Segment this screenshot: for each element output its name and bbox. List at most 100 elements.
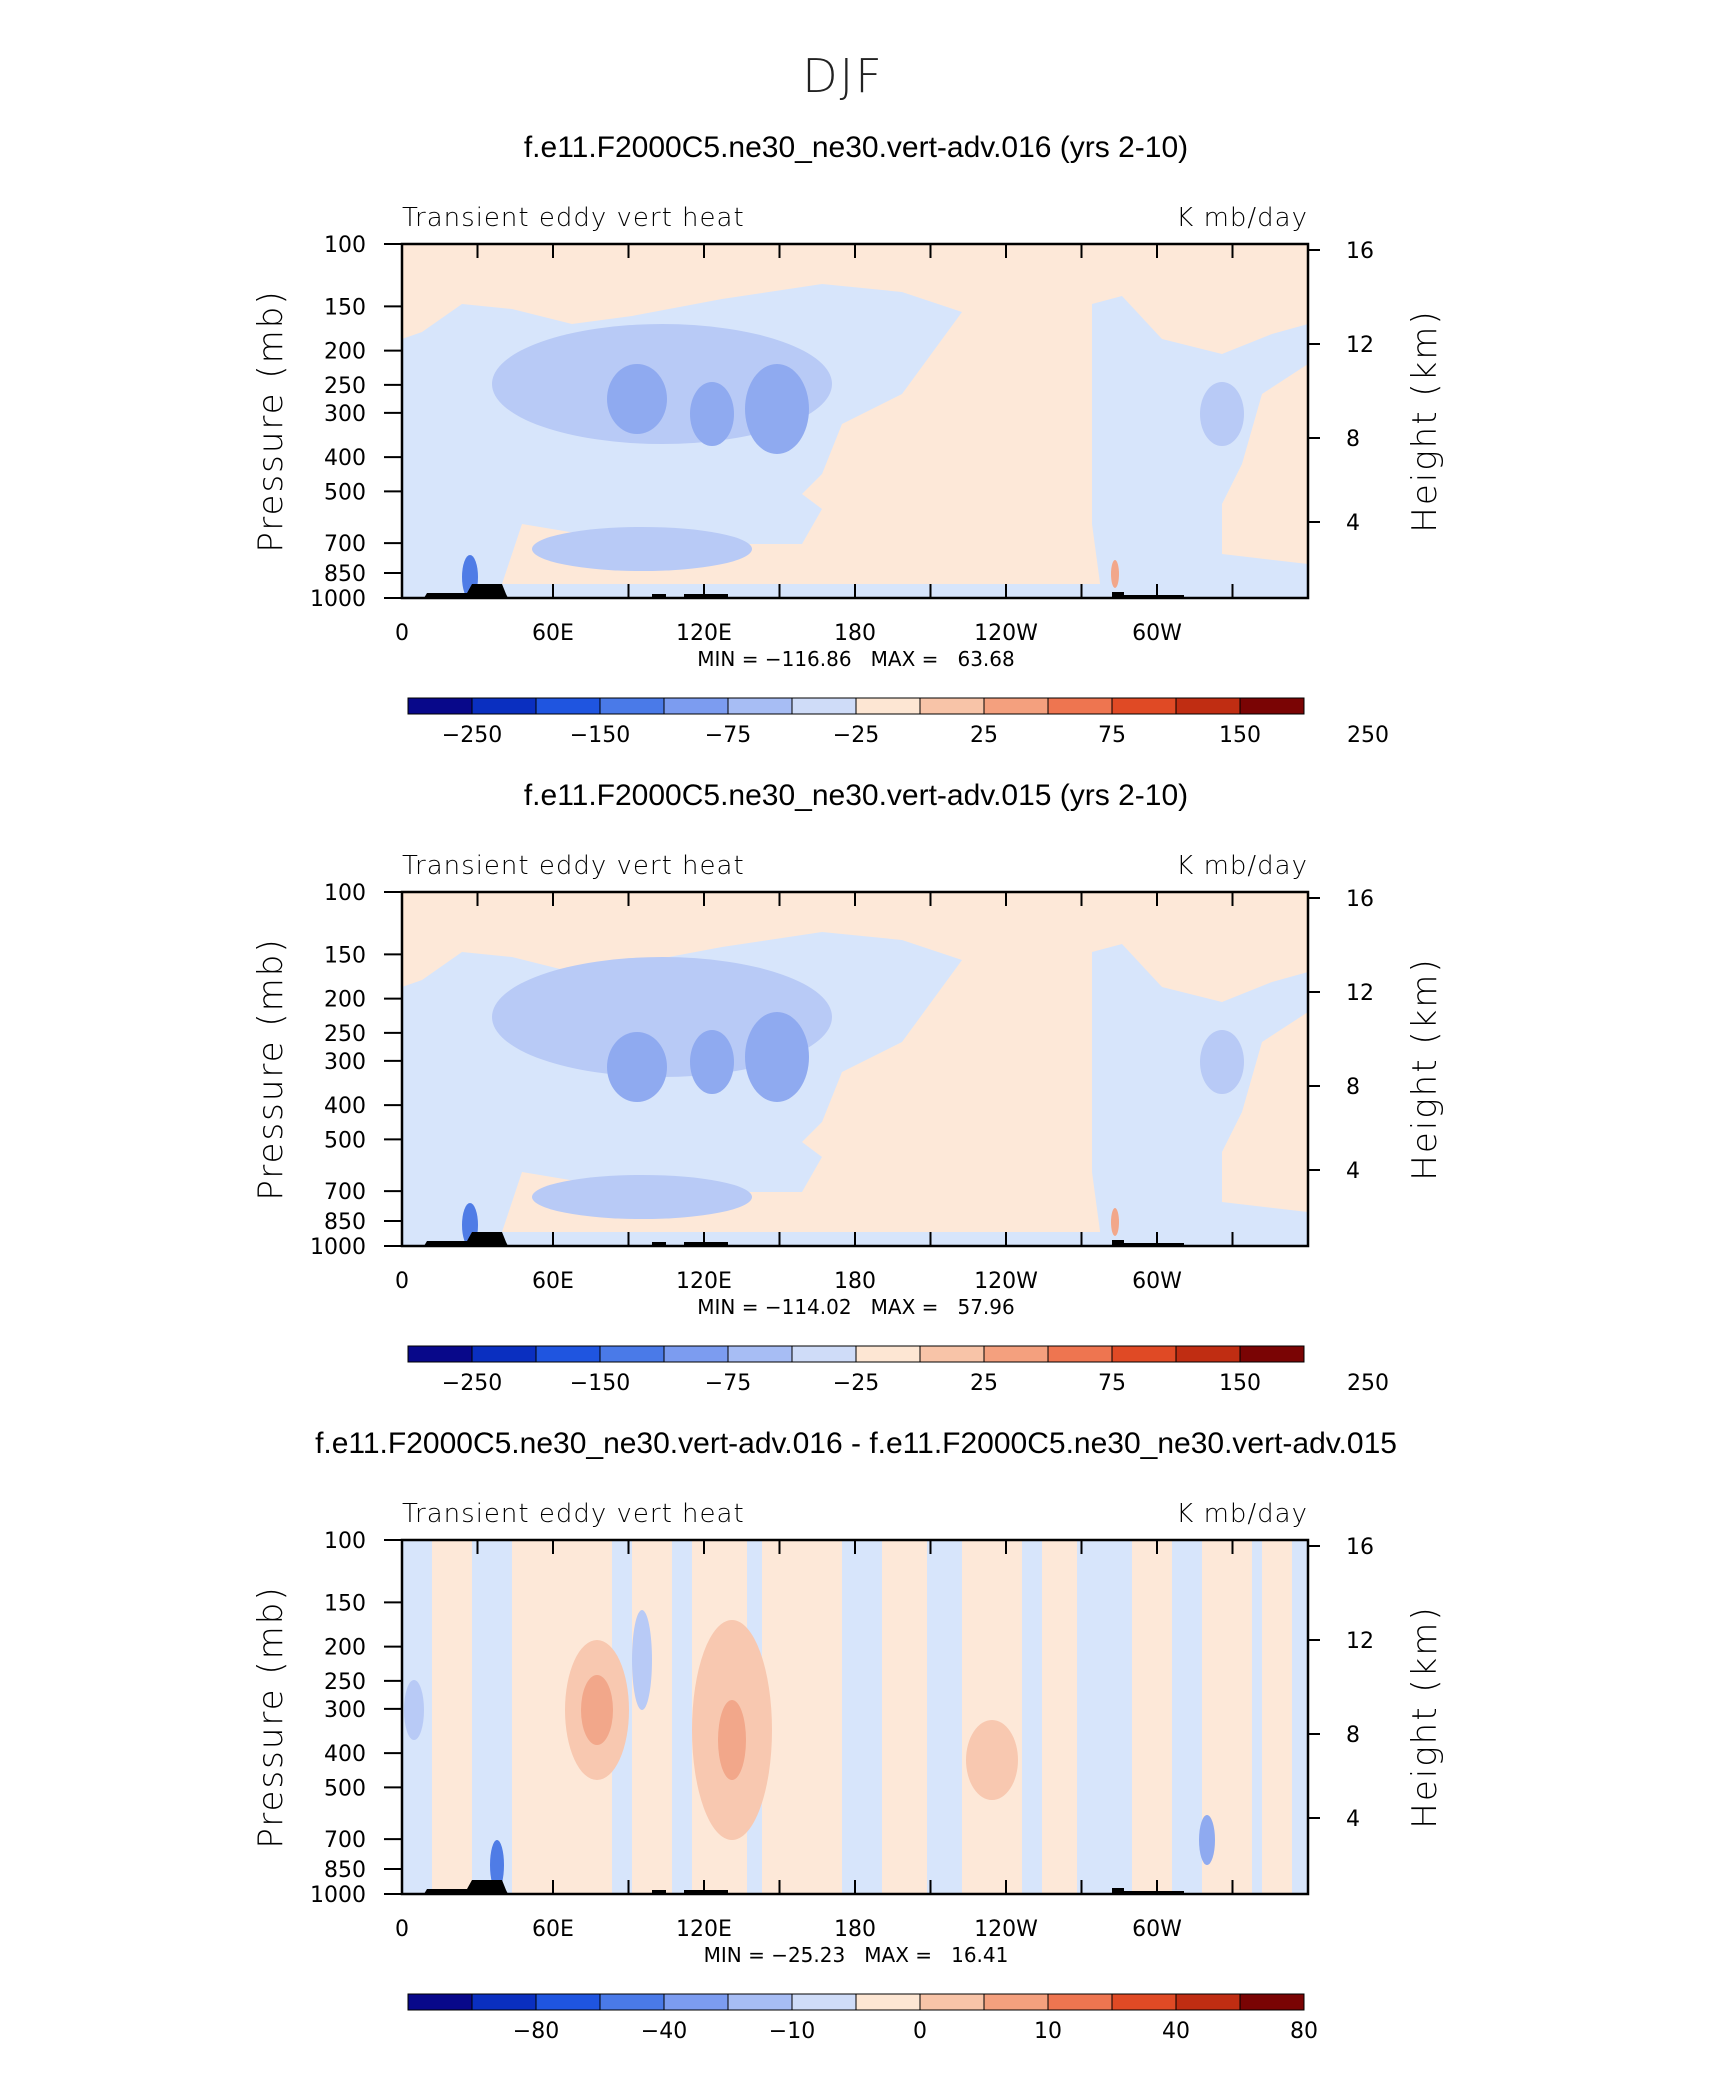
x-tick-label: 180 [834, 621, 876, 646]
positive-core-2b [718, 1700, 746, 1780]
y-axis-label: Pressure (mb) [251, 937, 291, 1200]
colorbar-label: 25 [970, 723, 998, 748]
y-tick-label: 500 [324, 480, 366, 505]
x-tick-label: 60W [1132, 621, 1182, 646]
x-tick-label: 120E [676, 1917, 732, 1942]
colorbar-label: −150 [570, 723, 630, 748]
colorbar-label: 250 [1347, 1371, 1389, 1396]
positive-band [882, 1540, 927, 1894]
land-andes [1112, 1240, 1124, 1246]
y-tick-label: 400 [324, 1742, 366, 1767]
positive-band [962, 1540, 1022, 1894]
y2-tick-label: 12 [1346, 1629, 1374, 1654]
land-africa [424, 584, 508, 598]
colorbar-label: 0 [913, 2019, 927, 2044]
x-tick-label: 0 [395, 621, 409, 646]
land-america [1124, 1891, 1184, 1894]
colorbar-box [535, 1993, 601, 2011]
y2-tick-label: 8 [1346, 1723, 1360, 1748]
colorbar-box [1111, 1993, 1177, 2011]
colorbar-label: 150 [1219, 723, 1261, 748]
positive-band [632, 1540, 672, 1894]
contour-field [402, 244, 1308, 598]
colorbar-label: −250 [442, 1371, 502, 1396]
core-1 [607, 364, 667, 434]
colorbar-box [599, 1345, 665, 1363]
right-string: K mb/day [1176, 851, 1308, 881]
land-andes [1112, 592, 1124, 598]
colorbar-box [1047, 1993, 1113, 2011]
core-3 [745, 364, 809, 454]
colorbar-box [1111, 1345, 1177, 1363]
y-tick-label: 250 [324, 374, 366, 399]
x-tick-label: 120E [676, 621, 732, 646]
colorbar-label: −25 [833, 723, 879, 748]
colorbar-box [407, 697, 473, 715]
land-america [1124, 595, 1184, 598]
core-east [1200, 1030, 1244, 1094]
x-tick-label: 60W [1132, 1269, 1182, 1294]
colorbar-box [407, 1993, 473, 2011]
negative-core-2 [632, 1610, 652, 1710]
y-tick-label: 150 [324, 943, 366, 968]
colorbar-box [791, 697, 857, 715]
positive-andes [1111, 1208, 1119, 1236]
y2-tick-label: 4 [1346, 1807, 1360, 1832]
right-string: K mb/day [1176, 203, 1308, 233]
y2-tick-label: 16 [1346, 1535, 1374, 1560]
y-axis-label: Pressure (mb) [251, 1585, 291, 1848]
y-tick-label: 1000 [310, 587, 366, 612]
colorbar-label: 75 [1098, 1371, 1126, 1396]
panel-1: f.e11.F2000C5.ne30_ne30.vert-adv.016 (yr… [251, 131, 1445, 748]
positive-andes [1111, 560, 1119, 588]
colorbar-label: 150 [1219, 1371, 1261, 1396]
positive-band [1132, 1540, 1172, 1894]
land-asia [684, 1890, 728, 1894]
y-tick-label: 100 [324, 1529, 366, 1554]
x-tick-label: 180 [834, 1269, 876, 1294]
y-tick-label: 200 [324, 988, 366, 1013]
panel-2: f.e11.F2000C5.ne30_ne30.vert-adv.015 (yr… [251, 779, 1445, 1396]
y-tick-label: 400 [324, 1094, 366, 1119]
y2-axis-label: Height (km) [1405, 309, 1445, 532]
colorbar-box [791, 1345, 857, 1363]
colorbar-label: −75 [705, 1371, 751, 1396]
colorbar-box [1239, 1345, 1305, 1363]
colorbar-box [599, 1993, 665, 2011]
colorbar-box [1175, 1345, 1241, 1363]
y-tick-label: 500 [324, 1776, 366, 1801]
land-asia [652, 1890, 666, 1894]
core-1 [607, 1032, 667, 1102]
land-andes [1112, 1888, 1124, 1894]
y-tick-label: 100 [324, 233, 366, 258]
negative-core-3 [1199, 1815, 1215, 1865]
colorbar-box [919, 1993, 985, 2011]
panel-title: f.e11.F2000C5.ne30_ne30.vert-adv.016 - f… [315, 1427, 1397, 1460]
right-string: K mb/day [1176, 1499, 1308, 1529]
y2-axis-label: Height (km) [1405, 1605, 1445, 1828]
colorbar-box [727, 1993, 793, 2011]
colorbar-box [1047, 697, 1113, 715]
core-2 [690, 382, 734, 446]
colorbar-box [855, 1993, 921, 2011]
colorbar-box [471, 1993, 537, 2011]
colorbar-box [919, 697, 985, 715]
y-tick-label: 250 [324, 1022, 366, 1047]
colorbar-label: 80 [1290, 2019, 1318, 2044]
y-axis-label: Pressure (mb) [251, 289, 291, 552]
y-tick-label: 1000 [310, 1235, 366, 1260]
positive-band [1042, 1540, 1077, 1894]
land-asia [652, 1242, 666, 1246]
colorbar-box [535, 697, 601, 715]
y-tick-label: 850 [324, 1858, 366, 1883]
negative-core-africa [490, 1840, 504, 1890]
colorbar-box [663, 697, 729, 715]
colorbar-box [663, 1993, 729, 2011]
y2-tick-label: 8 [1346, 427, 1360, 452]
y-tick-label: 150 [324, 295, 366, 320]
y-tick-label: 300 [324, 402, 366, 427]
y-tick-label: 500 [324, 1128, 366, 1153]
min-max-stats: MIN = −114.02 MAX = 57.96 [697, 1295, 1014, 1319]
negative-region-east [1092, 296, 1308, 598]
y2-tick-label: 8 [1346, 1075, 1360, 1100]
